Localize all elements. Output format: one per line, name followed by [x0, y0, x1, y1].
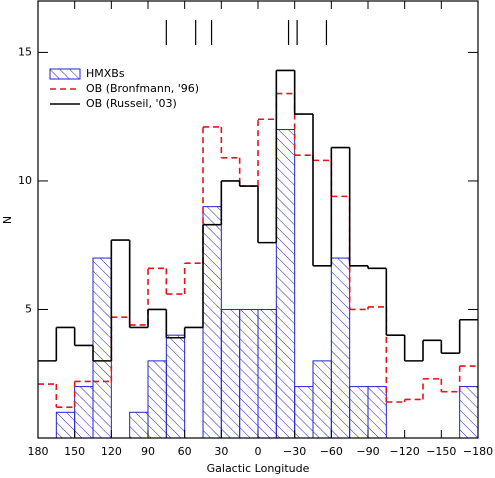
x-tick-label: −180 [463, 445, 493, 458]
legend-label: OB (Bronfmann, '96) [86, 82, 199, 95]
hist-bar [202, 206, 222, 439]
hist-bar [257, 308, 277, 439]
hist-bar [349, 386, 369, 439]
x-tick-label: 60 [178, 445, 192, 458]
hist-bar [294, 386, 314, 439]
hist-bar [165, 334, 186, 439]
y-tick-label: 10 [18, 174, 32, 187]
legend-label: OB (Russeil, '03) [86, 97, 177, 110]
y-tick-label: 15 [18, 45, 32, 58]
hist-bar [129, 411, 149, 439]
x-tick-label: −60 [320, 445, 343, 458]
x-axis-title: Galactic Longitude [207, 462, 310, 475]
x-tick-label: −90 [356, 445, 379, 458]
hist-bar [147, 360, 167, 439]
legend-swatch [49, 68, 81, 80]
x-tick-label: 90 [141, 445, 155, 458]
legend-label: HMXBs [86, 67, 125, 80]
hist-bar [55, 411, 76, 439]
hist-bar [239, 308, 259, 439]
x-tick-label: 150 [64, 445, 85, 458]
hist-bar [330, 257, 351, 439]
hist-bar [92, 257, 112, 439]
hist-bar [312, 360, 332, 439]
x-tick-label: 120 [101, 445, 122, 458]
hist-bar [275, 129, 296, 439]
step-connector [55, 70, 461, 361]
hist-bar [459, 386, 479, 439]
x-tick-label: −30 [283, 445, 306, 458]
x-tick-label: 0 [255, 445, 262, 458]
hist-bar [220, 308, 241, 439]
x-tick-label: 180 [28, 445, 49, 458]
x-tick-label: 30 [214, 445, 228, 458]
hist-bar [367, 386, 387, 439]
x-tick-label: −120 [390, 445, 420, 458]
y-axis-title: N [1, 216, 14, 224]
x-tick-label: −150 [426, 445, 456, 458]
hist-bar [74, 386, 94, 439]
y-tick-label: 5 [25, 302, 32, 315]
